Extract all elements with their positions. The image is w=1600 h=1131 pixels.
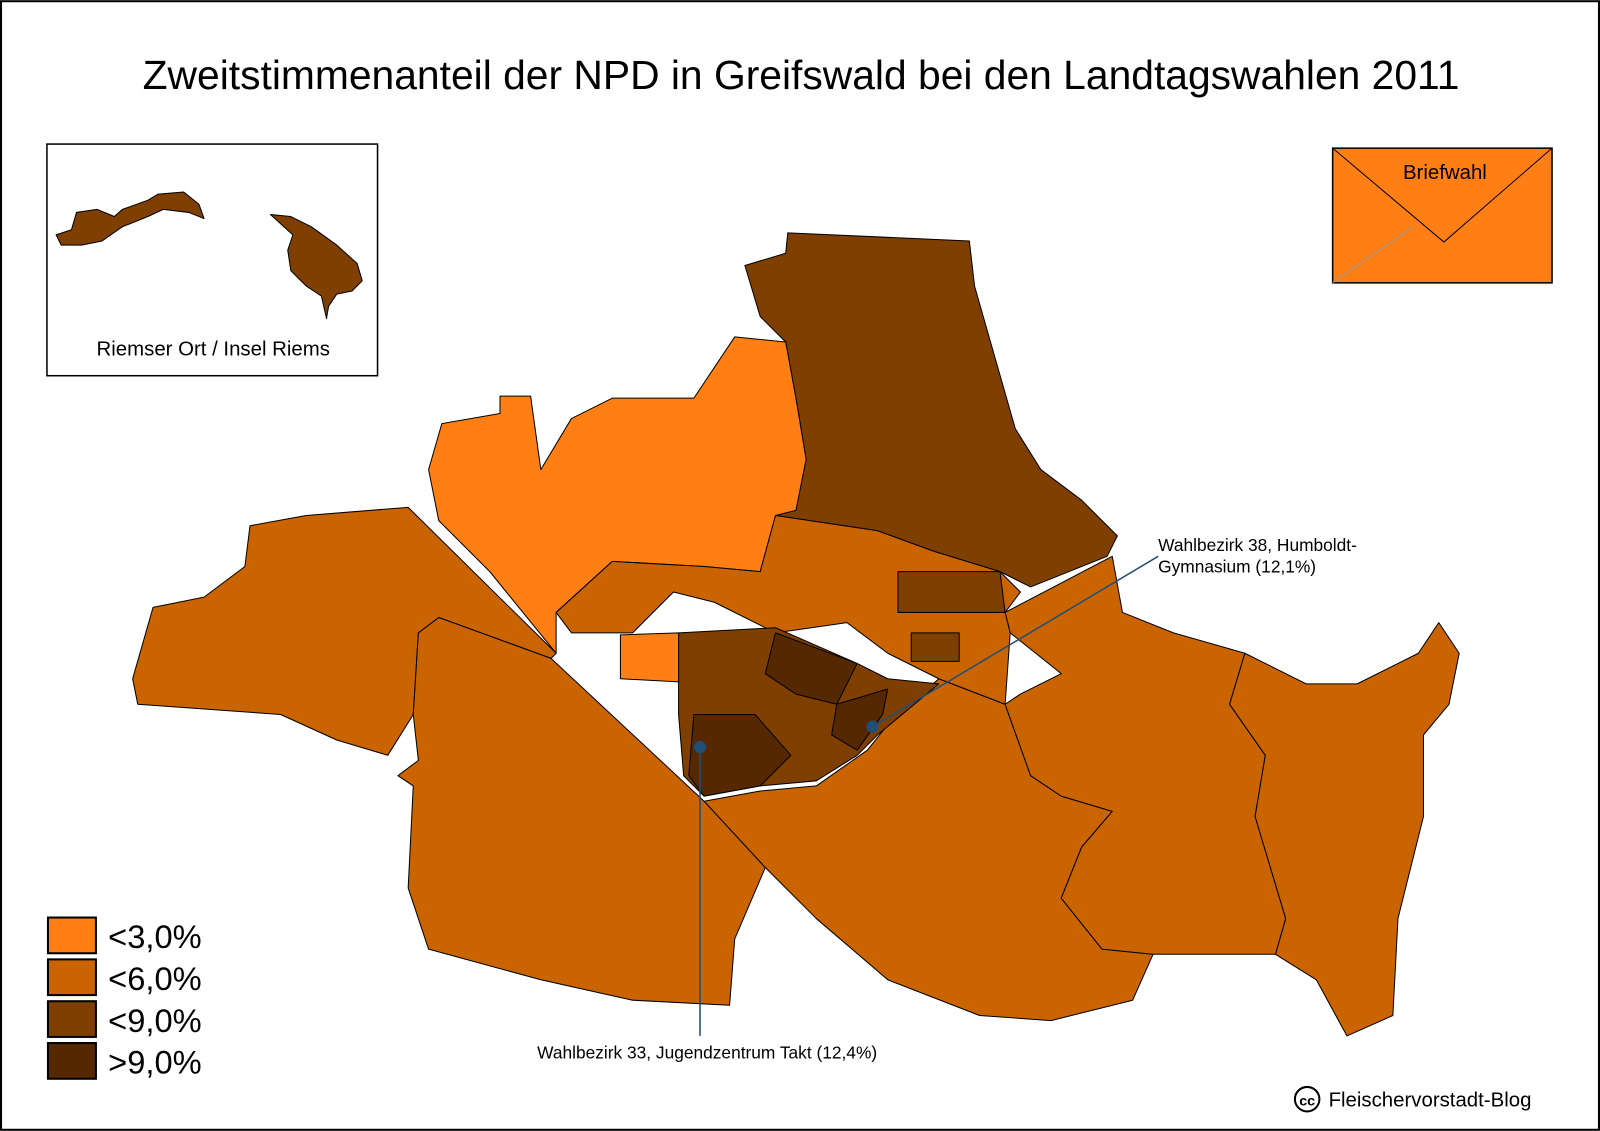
legend-swatch [46,1042,97,1080]
map-title: Zweitstimmenanteil der NPD in Greifswald… [143,52,1460,98]
legend-swatch [46,1000,97,1038]
inset-label: Riemser Ort / Insel Riems [97,338,330,360]
district [1004,555,1287,955]
district [831,688,889,751]
credit: Fleischervorstadt-Blog [1329,1089,1532,1111]
district [764,632,858,705]
leader-line [872,555,1159,728]
district [619,632,680,683]
legend: <3,0% <6,0% <9,0% >9,0% [46,916,202,1081]
annotation: Gymnasium (12,1%) [1158,557,1316,577]
district [910,632,960,662]
legend-label: >9,0% [108,1044,201,1081]
island [269,213,363,320]
district [1229,622,1460,1037]
annotation: Wahlbezirk 33, Jugendzentrum Takt (12,4%… [537,1042,877,1062]
district [688,713,792,797]
districts [132,232,1460,1037]
envelope-fold [1332,226,1414,284]
district [132,506,557,756]
district [555,514,1021,705]
envelope-flap [1332,147,1553,243]
island [55,191,205,246]
annotation: Wahlbezirk 38, Humboldt- [1158,535,1357,555]
district [397,617,766,1006]
legend-swatch [46,958,97,997]
marker [693,741,707,754]
district [897,571,1006,613]
marker [866,720,879,733]
postal-vote: Briefwahl [1331,147,1553,284]
cc-icon [1293,1085,1321,1113]
postal-vote-label: Briefwahl [1403,162,1487,184]
legend-swatch [46,916,97,955]
cc-text: cc [1299,1093,1315,1109]
legend-label: <9,0% [108,1002,201,1039]
legend-label: <3,0% [108,918,201,955]
district [428,336,807,654]
envelope [1331,147,1553,284]
legend-label: <6,0% [108,960,201,997]
